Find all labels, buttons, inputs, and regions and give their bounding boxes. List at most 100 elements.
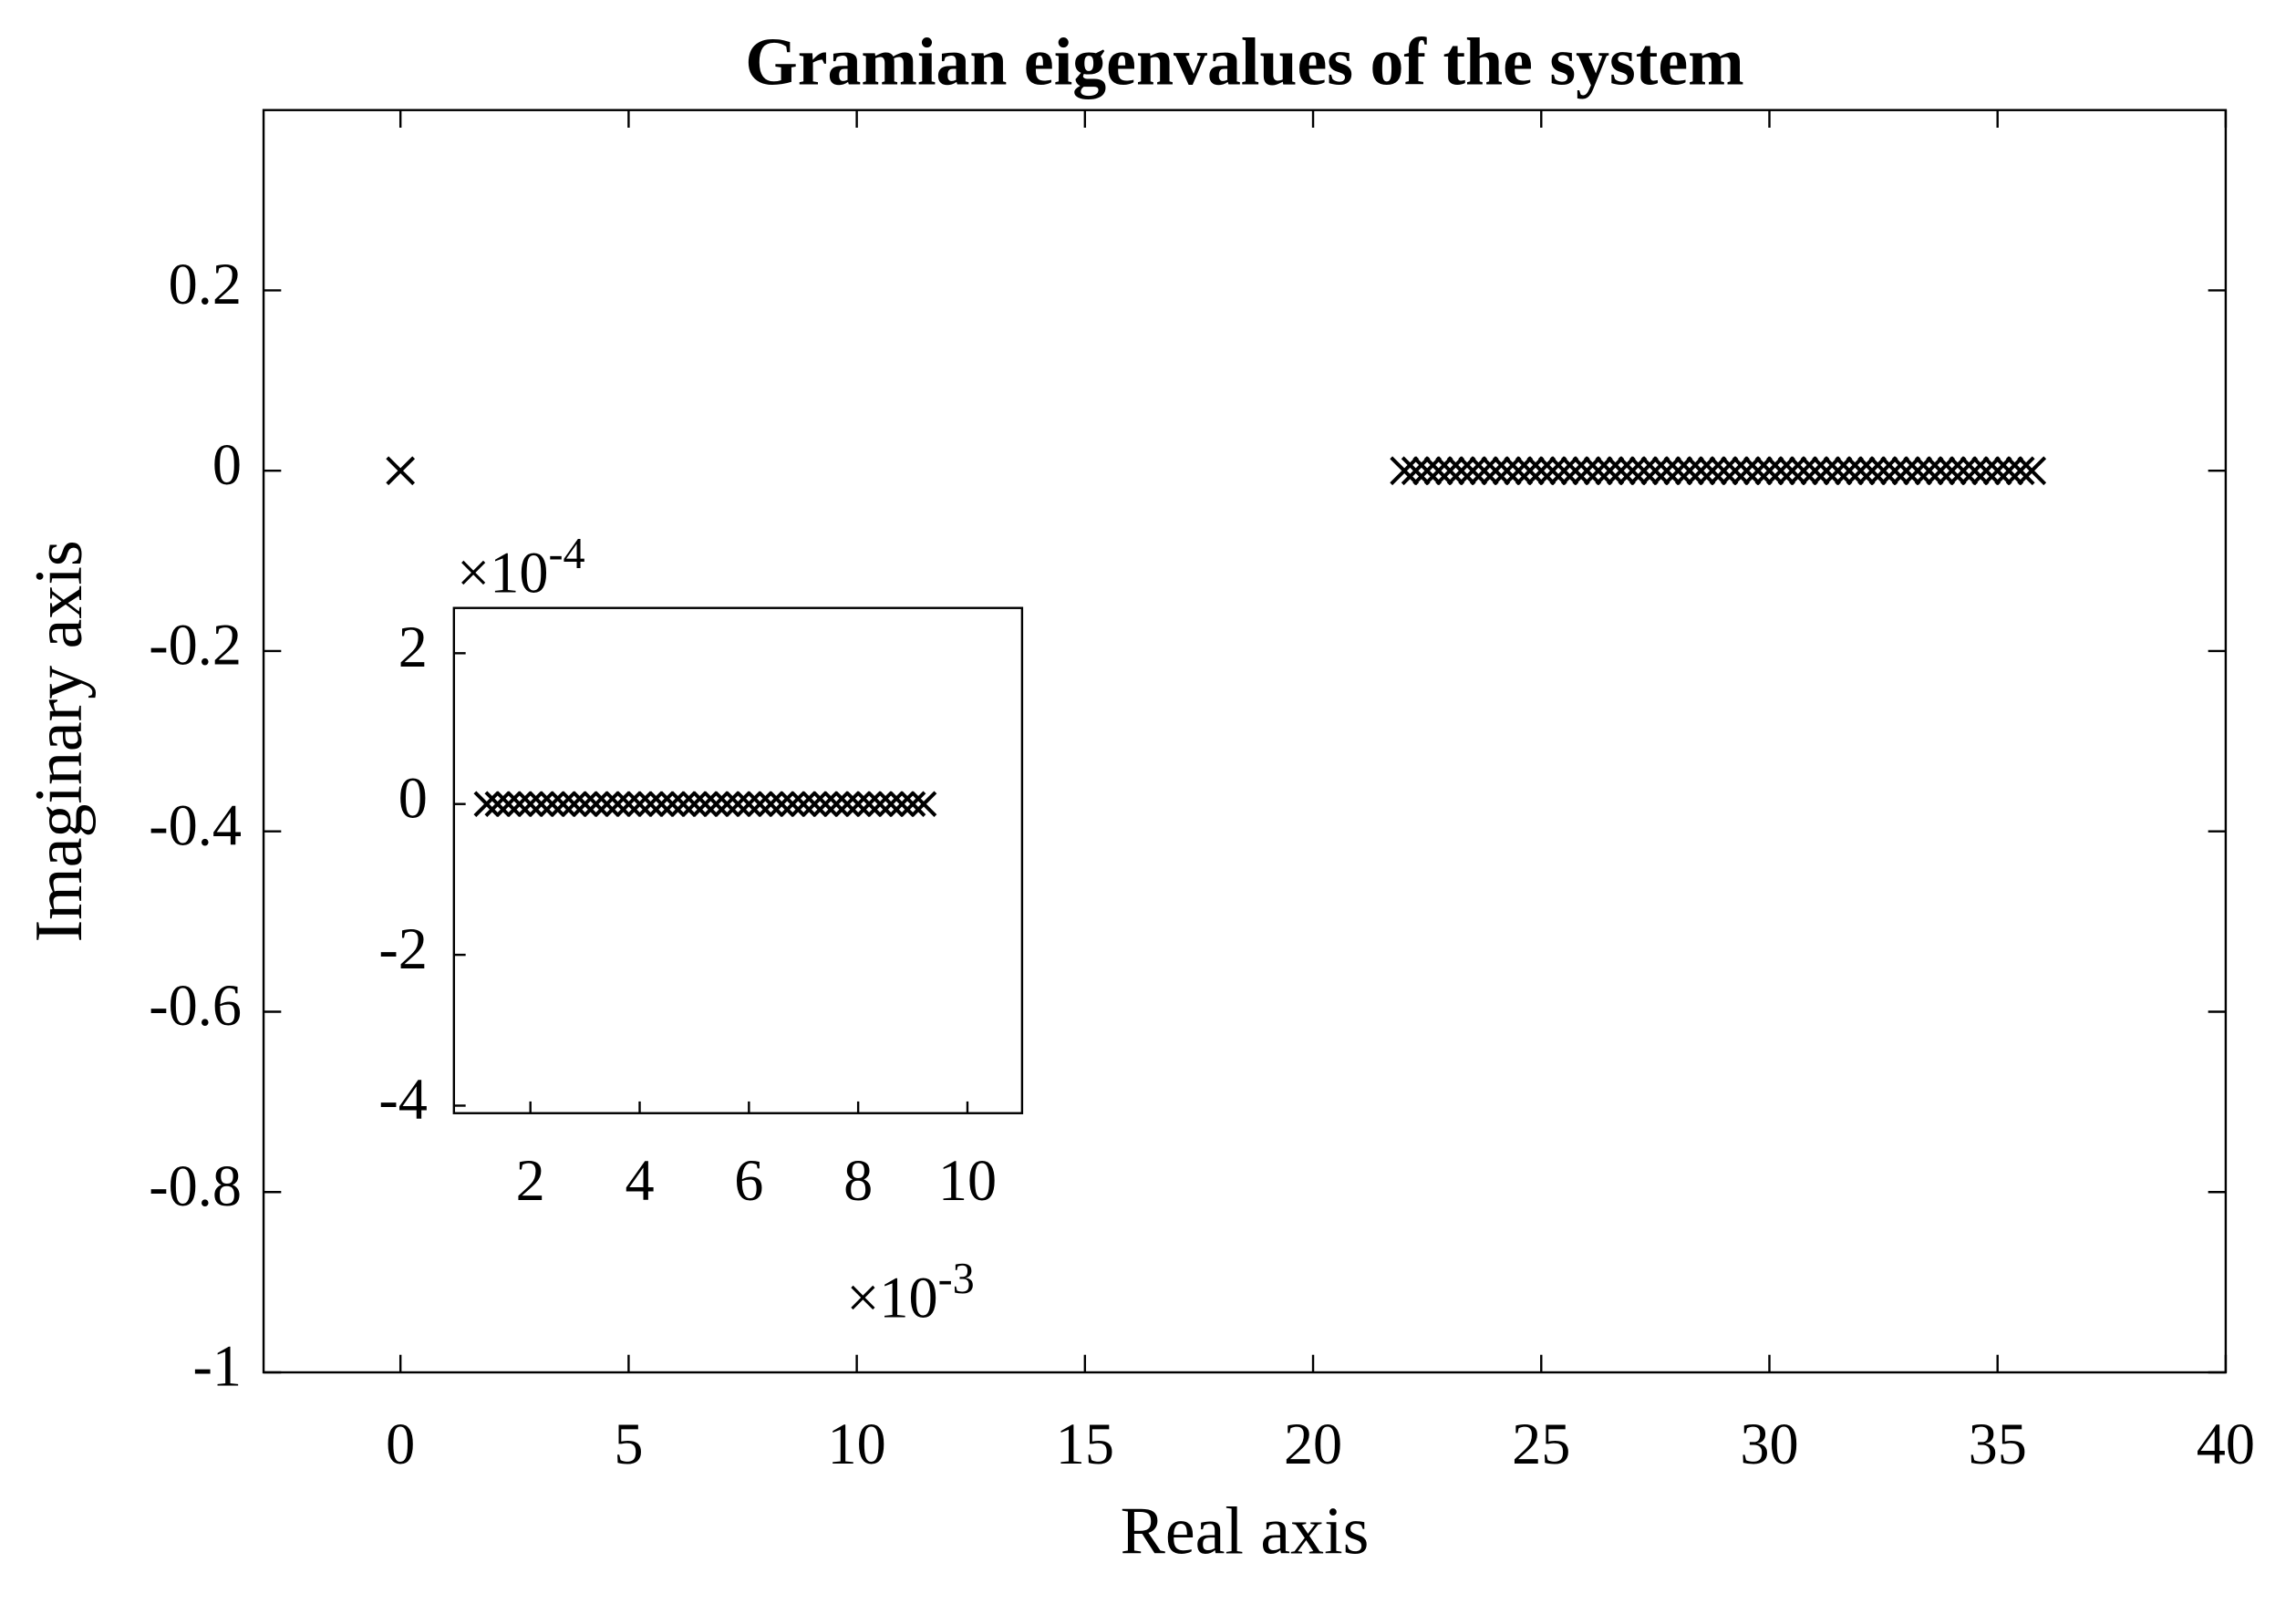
- marker: [899, 791, 926, 817]
- marker: [1903, 456, 1932, 486]
- marker: [692, 791, 719, 817]
- marker: [888, 791, 915, 817]
- marker: [769, 791, 795, 817]
- x-tick-label: 0: [386, 1412, 415, 1476]
- marker: [495, 791, 522, 817]
- x-tick-label: 20: [1284, 1412, 1342, 1476]
- marker: [583, 791, 609, 817]
- marker: [1812, 456, 1841, 486]
- y-tick-label: -0.8: [149, 1154, 242, 1218]
- marker: [1560, 456, 1590, 486]
- marker: [1435, 456, 1465, 486]
- marker: [1606, 456, 1636, 486]
- marker: [1446, 456, 1476, 486]
- marker: [1652, 456, 1681, 486]
- y-axis-label: Imaginary axis: [21, 540, 96, 942]
- y-tick-label: 0: [398, 765, 428, 830]
- marker: [833, 791, 861, 817]
- x-tick-label: 6: [734, 1148, 763, 1213]
- chart-title: Gramian eigenvalues of the system: [745, 25, 1743, 99]
- marker: [1914, 456, 1944, 486]
- marker: [1766, 456, 1795, 486]
- marker: [801, 791, 828, 817]
- multiplier-base: ×10: [457, 540, 548, 605]
- marker: [1504, 456, 1534, 486]
- y-tick-label: 2: [398, 615, 428, 679]
- marker: [1423, 456, 1453, 486]
- marker: [637, 791, 664, 817]
- marker: [1537, 456, 1567, 486]
- marker: [1481, 456, 1511, 486]
- marker: [725, 791, 751, 817]
- y-tick-label: -0.2: [149, 613, 242, 678]
- marker: [528, 791, 554, 817]
- marker: [1629, 456, 1659, 486]
- marker: [758, 791, 784, 817]
- marker: [1595, 456, 1625, 486]
- marker: [2005, 456, 2035, 486]
- marker: [747, 791, 773, 817]
- marker: [1777, 456, 1807, 486]
- marker: [790, 791, 817, 817]
- marker: [1868, 456, 1898, 486]
- marker: [1492, 456, 1522, 486]
- marker: [1835, 456, 1864, 486]
- marker: [1994, 456, 2024, 486]
- marker: [2017, 456, 2047, 486]
- plot-frame: [452, 606, 1024, 1114]
- y-tick-label: 0: [212, 432, 242, 497]
- marker: [615, 791, 642, 817]
- x-axis-label: Real axis: [1121, 1493, 1370, 1568]
- marker: [1732, 456, 1762, 486]
- x-tick-label: 30: [1740, 1412, 1798, 1476]
- multiplier-exponent: -3: [938, 1255, 975, 1303]
- marker: [855, 791, 883, 817]
- marker: [1401, 456, 1431, 486]
- marker: [506, 791, 533, 817]
- x-tick-label: 2: [516, 1148, 545, 1213]
- marker: [1675, 456, 1704, 486]
- multiplier-base: ×10: [846, 1265, 937, 1330]
- marker: [1800, 456, 1830, 486]
- x-tick-label: 4: [625, 1148, 654, 1213]
- marker: [1469, 456, 1499, 486]
- marker: [670, 791, 697, 817]
- axis-multiplier: ×10-4: [457, 530, 585, 605]
- marker: [1937, 456, 1967, 486]
- marker: [1526, 456, 1557, 486]
- y-tick-label: -0.6: [149, 973, 242, 1038]
- marker: [703, 791, 729, 817]
- marker: [648, 791, 675, 817]
- marker: [561, 791, 587, 817]
- marker: [1857, 456, 1887, 486]
- marker: [473, 791, 501, 817]
- marker: [1549, 456, 1579, 486]
- x-tick-label: 35: [1969, 1412, 2027, 1476]
- marker: [1663, 456, 1693, 486]
- marker: [659, 791, 686, 817]
- marker: [1458, 456, 1488, 486]
- marker: [1698, 456, 1727, 486]
- axis-multiplier: ×10-3: [846, 1255, 975, 1330]
- marker: [780, 791, 806, 817]
- x-tick-label: 8: [843, 1148, 873, 1213]
- marker: [736, 791, 762, 817]
- marker: [626, 791, 653, 817]
- marker: [1721, 456, 1750, 486]
- marker: [877, 791, 905, 817]
- marker: [1754, 456, 1784, 486]
- marker: [822, 791, 850, 817]
- marker: [517, 791, 543, 817]
- multiplier-exponent: -4: [548, 530, 584, 578]
- marker: [1743, 456, 1773, 486]
- marker: [1823, 456, 1853, 486]
- marker: [1572, 456, 1602, 486]
- marker: [484, 791, 512, 817]
- y-tick-label: -0.4: [149, 792, 242, 857]
- marker: [1949, 456, 1979, 486]
- marker: [1618, 456, 1648, 486]
- marker: [1709, 456, 1739, 486]
- x-tick-label: 25: [1512, 1412, 1570, 1476]
